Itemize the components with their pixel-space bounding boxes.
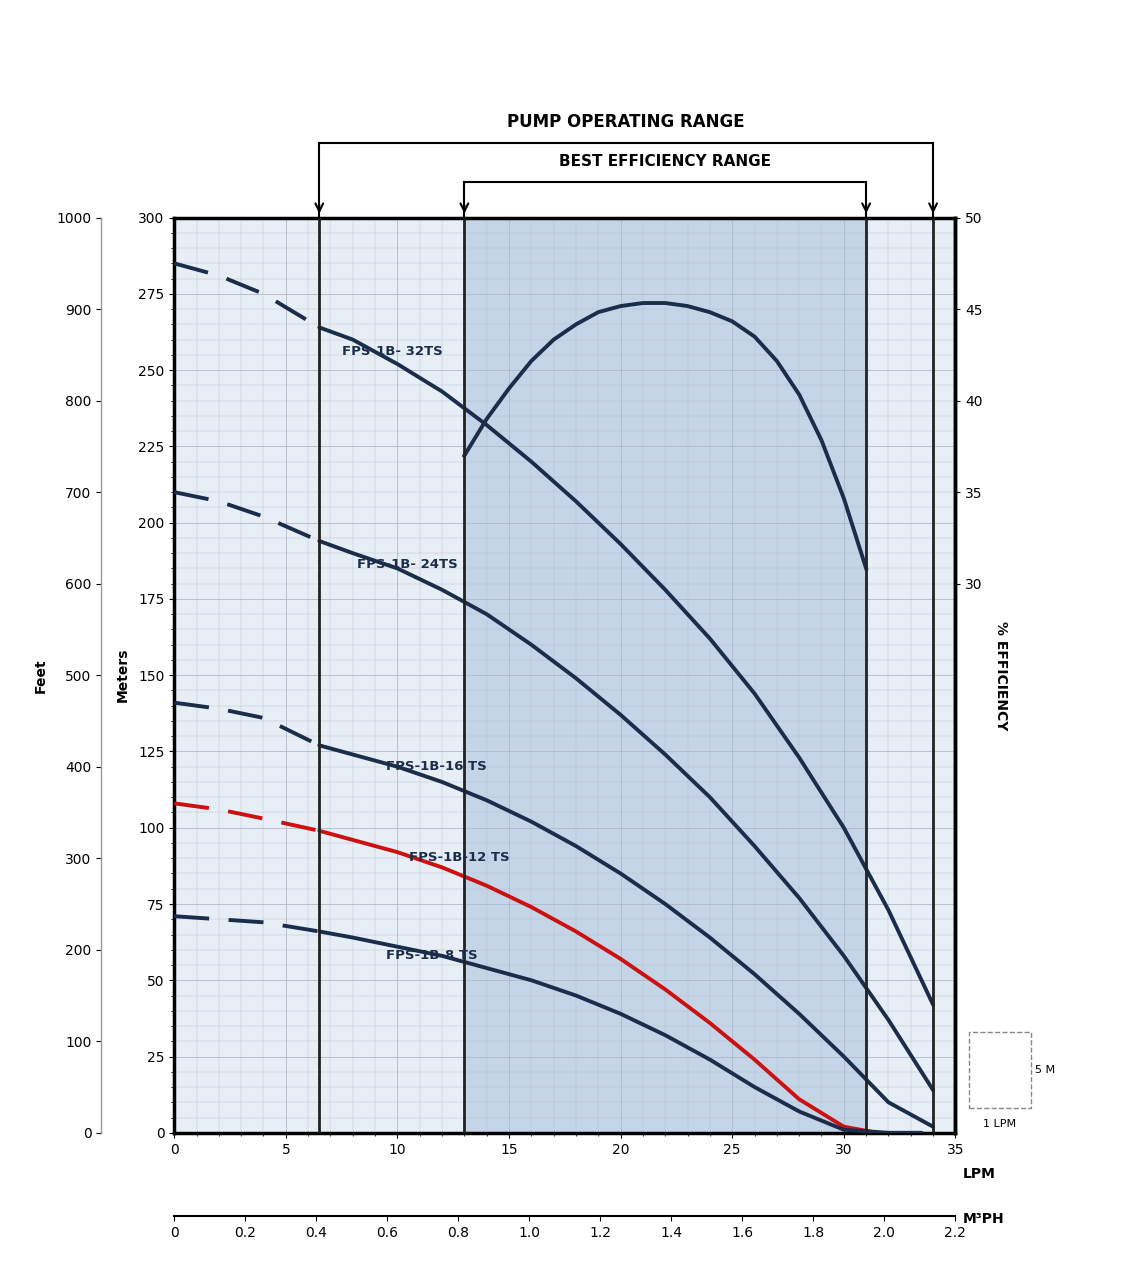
Text: LPM: LPM [963,1167,996,1181]
Text: 1 LPM: 1 LPM [984,1119,1016,1129]
Text: FPS-1B- 24TS: FPS-1B- 24TS [357,558,457,571]
Y-axis label: Feet: Feet [34,658,48,692]
Y-axis label: % EFFICIENCY: % EFFICIENCY [994,621,1007,730]
Text: 5 M: 5 M [1035,1065,1055,1075]
Bar [464,218,867,1133]
Text: FPS-1B- 32TS: FPS-1B- 32TS [342,344,443,358]
Text: FPS-1B-16 TS: FPS-1B-16 TS [387,760,487,773]
Text: FPS-1B-8 TS: FPS-1B-8 TS [387,948,478,961]
Text: PUMP OPERATING RANGE: PUMP OPERATING RANGE [507,113,745,131]
Text: BEST EFFICIENCY RANGE: BEST EFFICIENCY RANGE [560,154,771,169]
Y-axis label: Meters: Meters [116,648,129,703]
Text: M³PH: M³PH [963,1212,1005,1226]
Text: FPS-1B-12 TS: FPS-1B-12 TS [408,851,509,864]
